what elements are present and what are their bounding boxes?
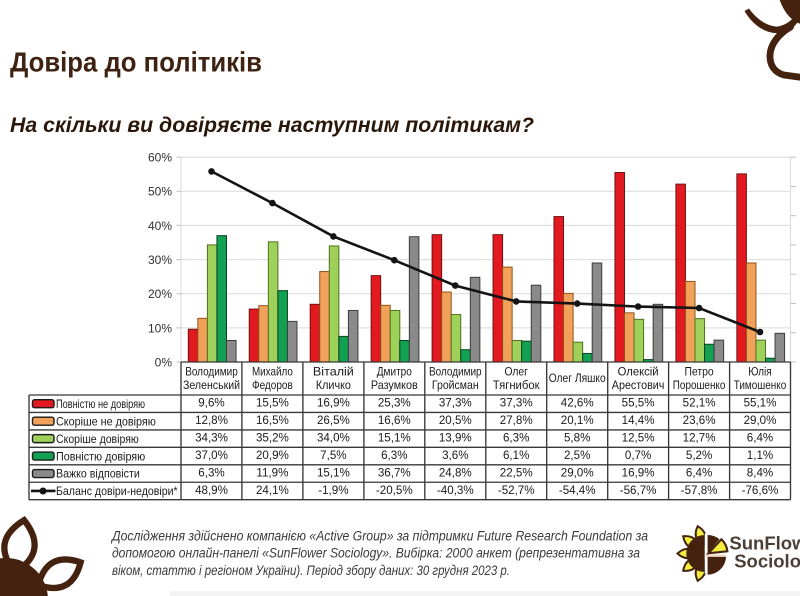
svg-text:Михайло: Михайло bbox=[252, 365, 293, 378]
svg-text:20,1%: 20,1% bbox=[561, 414, 594, 427]
svg-text:Петро: Петро bbox=[685, 365, 714, 378]
svg-text:40%: 40% bbox=[148, 219, 172, 233]
svg-text:Олег Ляшко: Олег Ляшко bbox=[549, 372, 606, 385]
svg-text:16,9%: 16,9% bbox=[622, 466, 655, 479]
svg-text:29,0%: 29,0% bbox=[744, 414, 777, 427]
svg-text:6,3%: 6,3% bbox=[503, 431, 529, 444]
svg-text:20,9%: 20,9% bbox=[256, 449, 289, 462]
svg-text:11,9%: 11,9% bbox=[256, 466, 288, 479]
svg-text:27,8%: 27,8% bbox=[500, 414, 533, 427]
svg-text:55,1%: 55,1% bbox=[744, 397, 777, 410]
svg-text:14,4%: 14,4% bbox=[622, 414, 655, 427]
svg-text:12,8%: 12,8% bbox=[195, 414, 228, 427]
svg-text:Олексій: Олексій bbox=[618, 365, 659, 378]
svg-text:20,5%: 20,5% bbox=[439, 414, 472, 427]
svg-text:Тягнибок: Тягнибок bbox=[493, 379, 541, 392]
svg-text:9,6%: 9,6% bbox=[198, 397, 224, 410]
svg-text:-20,5%: -20,5% bbox=[376, 484, 413, 497]
svg-text:Скоріше не довіряю: Скоріше не довіряю bbox=[56, 414, 156, 428]
svg-text:16,9%: 16,9% bbox=[317, 397, 350, 410]
svg-text:24,1%: 24,1% bbox=[256, 484, 289, 497]
svg-text:22,5%: 22,5% bbox=[500, 466, 533, 479]
svg-text:7,5%: 7,5% bbox=[320, 449, 346, 462]
svg-text:52,1%: 52,1% bbox=[683, 397, 716, 410]
svg-text:34,0%: 34,0% bbox=[317, 431, 350, 444]
svg-text:-76,6%: -76,6% bbox=[742, 484, 779, 497]
svg-text:5,2%: 5,2% bbox=[686, 449, 712, 462]
svg-text:Віталій: Віталій bbox=[313, 365, 354, 378]
svg-text:50%: 50% bbox=[148, 185, 172, 199]
svg-text:Тимошенко: Тимошенко bbox=[734, 379, 787, 392]
svg-text:Володимир: Володимир bbox=[185, 365, 238, 378]
svg-text:29,0%: 29,0% bbox=[561, 466, 594, 479]
svg-text:Дослідження здійснено компаніє: Дослідження здійснено компанією «Active … bbox=[110, 529, 648, 544]
svg-text:35,2%: 35,2% bbox=[256, 431, 289, 444]
svg-text:6,4%: 6,4% bbox=[747, 431, 773, 444]
svg-text:42,6%: 42,6% bbox=[561, 397, 594, 410]
svg-text:12,5%: 12,5% bbox=[622, 431, 655, 444]
svg-text:Зеленський: Зеленський bbox=[183, 379, 240, 392]
svg-text:0,7%: 0,7% bbox=[625, 449, 651, 462]
svg-text:37,3%: 37,3% bbox=[439, 397, 472, 410]
svg-text:Повністю не довіряю: Повністю не довіряю bbox=[56, 397, 145, 411]
svg-text:8,4%: 8,4% bbox=[747, 466, 773, 479]
svg-text:6,3%: 6,3% bbox=[198, 466, 224, 479]
svg-text:34,3%: 34,3% bbox=[195, 431, 228, 444]
svg-text:Разумков: Разумков bbox=[371, 379, 418, 392]
svg-text:13,9%: 13,9% bbox=[439, 431, 472, 444]
svg-text:0%: 0% bbox=[155, 355, 173, 369]
svg-text:Юлія: Юлія bbox=[748, 365, 771, 378]
svg-text:6,3%: 6,3% bbox=[381, 449, 407, 462]
svg-text:36,7%: 36,7% bbox=[378, 466, 411, 479]
svg-text:6,4%: 6,4% bbox=[686, 466, 712, 479]
svg-text:37,3%: 37,3% bbox=[500, 397, 533, 410]
svg-text:-56,7%: -56,7% bbox=[620, 484, 657, 497]
svg-text:-1,9%: -1,9% bbox=[318, 484, 348, 497]
svg-text:1,1%: 1,1% bbox=[747, 449, 773, 462]
svg-text:20%: 20% bbox=[148, 287, 172, 301]
svg-text:10%: 10% bbox=[148, 321, 172, 335]
svg-text:55,5%: 55,5% bbox=[622, 397, 655, 410]
svg-text:-54,4%: -54,4% bbox=[559, 484, 596, 497]
svg-text:48,9%: 48,9% bbox=[195, 484, 228, 497]
svg-text:Порошенко: Порошенко bbox=[673, 379, 726, 392]
svg-text:24,8%: 24,8% bbox=[439, 466, 472, 479]
svg-text:Дмитро: Дмитро bbox=[377, 365, 412, 378]
svg-text:Скоріше довіряю: Скоріше довіряю bbox=[56, 432, 139, 446]
svg-text:Олег: Олег bbox=[505, 365, 528, 378]
svg-text:3,6%: 3,6% bbox=[442, 449, 468, 462]
svg-text:SunFlower: SunFlower bbox=[729, 533, 800, 554]
svg-text:15,5%: 15,5% bbox=[256, 397, 289, 410]
svg-text:-57,8%: -57,8% bbox=[681, 484, 718, 497]
svg-text:60%: 60% bbox=[148, 151, 172, 165]
svg-text:16,6%: 16,6% bbox=[378, 414, 411, 427]
svg-text:25,3%: 25,3% bbox=[378, 397, 411, 410]
svg-text:5,8%: 5,8% bbox=[564, 431, 590, 444]
svg-text:Федоров: Федоров bbox=[252, 379, 293, 392]
svg-text:-52,7%: -52,7% bbox=[498, 484, 535, 497]
svg-text:віком, статтю і регіоном Украї: віком, статтю і регіоном України). Періо… bbox=[112, 563, 510, 578]
svg-text:12,7%: 12,7% bbox=[683, 431, 716, 444]
svg-text:30%: 30% bbox=[148, 253, 172, 267]
svg-text:15,1%: 15,1% bbox=[317, 466, 350, 479]
svg-text:26,5%: 26,5% bbox=[317, 414, 350, 427]
svg-text:Sociology: Sociology bbox=[734, 551, 800, 572]
svg-text:6,1%: 6,1% bbox=[503, 449, 529, 462]
svg-text:допомогою онлайн-панелі «SunFl: допомогою онлайн-панелі «SunFlower Socio… bbox=[112, 546, 640, 561]
svg-text:Арестович: Арестович bbox=[612, 379, 665, 392]
svg-text:16,5%: 16,5% bbox=[256, 414, 289, 427]
svg-text:2,5%: 2,5% bbox=[564, 449, 590, 462]
svg-text:37,0%: 37,0% bbox=[195, 449, 228, 462]
svg-text:23,6%: 23,6% bbox=[683, 414, 716, 427]
svg-text:Баланс довіри-недовіри*: Баланс довіри-недовіри* bbox=[56, 484, 178, 498]
svg-text:Довіра до політиків: Довіра до політиків bbox=[10, 47, 262, 78]
svg-text:Важко відповісти: Важко відповісти bbox=[56, 467, 140, 481]
svg-text:Кличко: Кличко bbox=[316, 379, 351, 392]
svg-text:Володимир: Володимир bbox=[429, 365, 482, 378]
svg-text:Гройсман: Гройсман bbox=[432, 379, 479, 392]
svg-text:-40,3%: -40,3% bbox=[437, 484, 474, 497]
svg-text:Повністю довіряю: Повністю довіряю bbox=[56, 449, 145, 463]
svg-text:На скільки ви довіряєте наступ: На скільки ви довіряєте наступним політи… bbox=[10, 114, 534, 137]
svg-text:15,1%: 15,1% bbox=[378, 431, 411, 444]
